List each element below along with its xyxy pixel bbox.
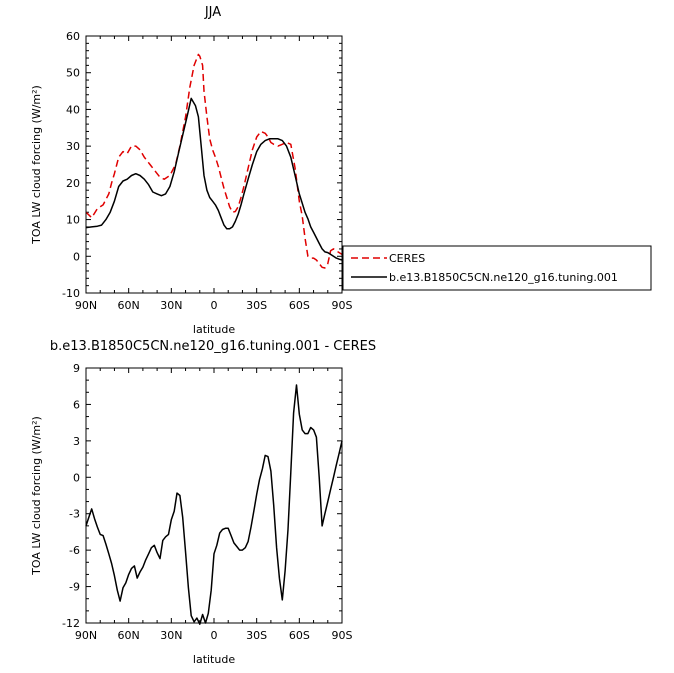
y-tick-label: 40 <box>66 103 80 116</box>
y-tick-label: -9 <box>69 581 80 594</box>
bottom-axis-ticks: -12 -9 -6 -3 0 3 6 9 90N 60N 30N 0 30S 60S 90S <box>62 362 352 642</box>
y-tick-label: 0 <box>73 471 80 484</box>
x-tick-label: 90N <box>75 299 97 312</box>
legend-box <box>342 245 652 291</box>
y-tick-label: 60 <box>66 30 80 43</box>
x-tick-label: 90S <box>332 299 353 312</box>
legend-entry-model: b.e13.B1850C5CN.ne120_g16.tuning.001 <box>389 271 618 284</box>
series-line-ceres <box>85 53 343 269</box>
x-tick-label: 30N <box>160 629 182 642</box>
bottom-panel: b.e13.B1850C5CN.ne120_g16.tuning.001 - C… <box>30 339 376 666</box>
y-tick-label: 6 <box>73 398 80 411</box>
top-chart-title: JJA <box>204 5 221 20</box>
top-y-axis-label: TOA LW cloud forcing (W/m²) <box>30 85 43 245</box>
bottom-series-lines <box>85 384 343 625</box>
y-tick-label: 10 <box>66 214 80 227</box>
x-tick-label: 0 <box>211 629 218 642</box>
legend-entry-ceres: CERES <box>389 252 425 265</box>
bottom-plot-frame <box>85 367 343 624</box>
y-tick-label: -3 <box>69 508 80 521</box>
y-tick-label: 0 <box>73 250 80 263</box>
y-tick-label: 50 <box>66 67 80 80</box>
x-tick-label: 30N <box>160 299 182 312</box>
bottom-x-axis-label: latitude <box>193 653 235 666</box>
top-plot-frame <box>85 35 343 294</box>
x-tick-label: 60N <box>118 299 140 312</box>
y-tick-label: 30 <box>66 140 80 153</box>
x-tick-label: 90S <box>332 629 353 642</box>
x-tick-label: 60N <box>118 629 140 642</box>
y-tick-label: -6 <box>69 544 80 557</box>
top-x-axis-label: latitude <box>193 323 235 336</box>
x-tick-label: 30S <box>246 299 267 312</box>
y-tick-label: -12 <box>62 617 80 630</box>
bottom-chart-title: b.e13.B1850C5CN.ne120_g16.tuning.001 - C… <box>50 339 376 354</box>
y-tick-label: 3 <box>73 435 80 448</box>
x-tick-label: 30S <box>246 629 267 642</box>
y-tick-label: -10 <box>62 287 80 300</box>
top-axis-ticks: -10 0 10 20 30 40 50 60 90N 60N 30N 0 30S 60S 90S <box>62 30 352 312</box>
y-tick-label: 9 <box>73 362 80 375</box>
series-line-difference <box>85 384 343 625</box>
x-tick-label: 90N <box>75 629 97 642</box>
x-tick-label: 60S <box>289 299 310 312</box>
legend: CERES b.e13.B1850C5CN.ne120_g16.tuning.0… <box>342 245 652 291</box>
x-tick-label: 0 <box>211 299 218 312</box>
series-line-b-e13-b1850c5cn-ne120-g16-tuning-001 <box>85 97 343 261</box>
x-tick-label: 60S <box>289 629 310 642</box>
y-tick-label: 20 <box>66 177 80 190</box>
top-series-lines <box>85 53 343 269</box>
bottom-y-axis-label: TOA LW cloud forcing (W/m²) <box>30 416 43 576</box>
